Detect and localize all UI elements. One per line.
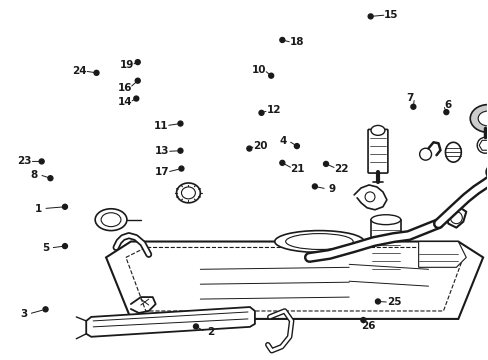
Circle shape — [443, 110, 448, 114]
Circle shape — [367, 14, 372, 19]
Text: 24: 24 — [72, 66, 87, 76]
Ellipse shape — [477, 111, 488, 126]
Circle shape — [360, 318, 365, 323]
Circle shape — [39, 159, 44, 164]
Circle shape — [268, 73, 273, 78]
Ellipse shape — [370, 125, 384, 135]
Circle shape — [62, 244, 67, 248]
Text: 8: 8 — [31, 170, 38, 180]
Circle shape — [135, 78, 140, 83]
Text: 16: 16 — [117, 83, 132, 93]
Ellipse shape — [95, 209, 127, 231]
Circle shape — [62, 204, 67, 209]
Circle shape — [449, 212, 461, 224]
Circle shape — [410, 104, 415, 109]
Circle shape — [323, 161, 328, 166]
Circle shape — [246, 146, 251, 151]
Circle shape — [365, 192, 374, 202]
Circle shape — [312, 184, 317, 189]
Bar — [370, 220, 400, 279]
Text: 6: 6 — [444, 100, 451, 110]
Text: 26: 26 — [360, 321, 375, 331]
Text: 23: 23 — [18, 157, 32, 166]
Circle shape — [193, 324, 198, 329]
Text: 15: 15 — [384, 10, 398, 20]
Text: 9: 9 — [327, 184, 335, 194]
Text: 20: 20 — [253, 141, 267, 151]
Ellipse shape — [176, 183, 200, 203]
Text: 17: 17 — [154, 167, 169, 177]
Text: 21: 21 — [290, 163, 305, 174]
Circle shape — [294, 144, 299, 149]
Circle shape — [259, 111, 264, 115]
Circle shape — [179, 166, 183, 171]
Circle shape — [178, 148, 183, 153]
Circle shape — [178, 121, 183, 126]
Circle shape — [419, 148, 431, 160]
Ellipse shape — [285, 234, 352, 249]
Ellipse shape — [274, 231, 364, 252]
Circle shape — [279, 37, 284, 42]
Text: 13: 13 — [154, 147, 169, 157]
Text: 12: 12 — [266, 105, 280, 115]
Text: 14: 14 — [117, 97, 132, 107]
Ellipse shape — [485, 163, 488, 181]
Text: 4: 4 — [279, 136, 286, 146]
Polygon shape — [86, 307, 254, 337]
Text: 10: 10 — [251, 65, 266, 75]
Text: 7: 7 — [405, 93, 412, 103]
Ellipse shape — [445, 142, 460, 162]
Ellipse shape — [101, 213, 121, 227]
Text: 19: 19 — [119, 60, 134, 70]
Ellipse shape — [181, 187, 195, 199]
Text: 18: 18 — [289, 37, 304, 48]
Polygon shape — [106, 242, 482, 319]
Polygon shape — [478, 140, 488, 150]
Circle shape — [94, 70, 99, 75]
Text: 3: 3 — [20, 309, 27, 319]
Ellipse shape — [370, 274, 400, 284]
Text: 2: 2 — [206, 327, 214, 337]
Circle shape — [135, 60, 140, 64]
Ellipse shape — [469, 105, 488, 132]
Text: 11: 11 — [154, 121, 168, 131]
Text: 22: 22 — [334, 163, 348, 174]
Text: 25: 25 — [386, 297, 400, 307]
Circle shape — [375, 299, 380, 304]
Circle shape — [476, 137, 488, 153]
Text: 5: 5 — [42, 243, 49, 253]
Circle shape — [279, 160, 284, 165]
Circle shape — [48, 176, 53, 181]
FancyBboxPatch shape — [367, 129, 387, 173]
Text: 1: 1 — [35, 203, 42, 213]
Polygon shape — [418, 242, 466, 267]
Circle shape — [43, 307, 48, 312]
Ellipse shape — [370, 215, 400, 225]
Circle shape — [134, 96, 139, 101]
